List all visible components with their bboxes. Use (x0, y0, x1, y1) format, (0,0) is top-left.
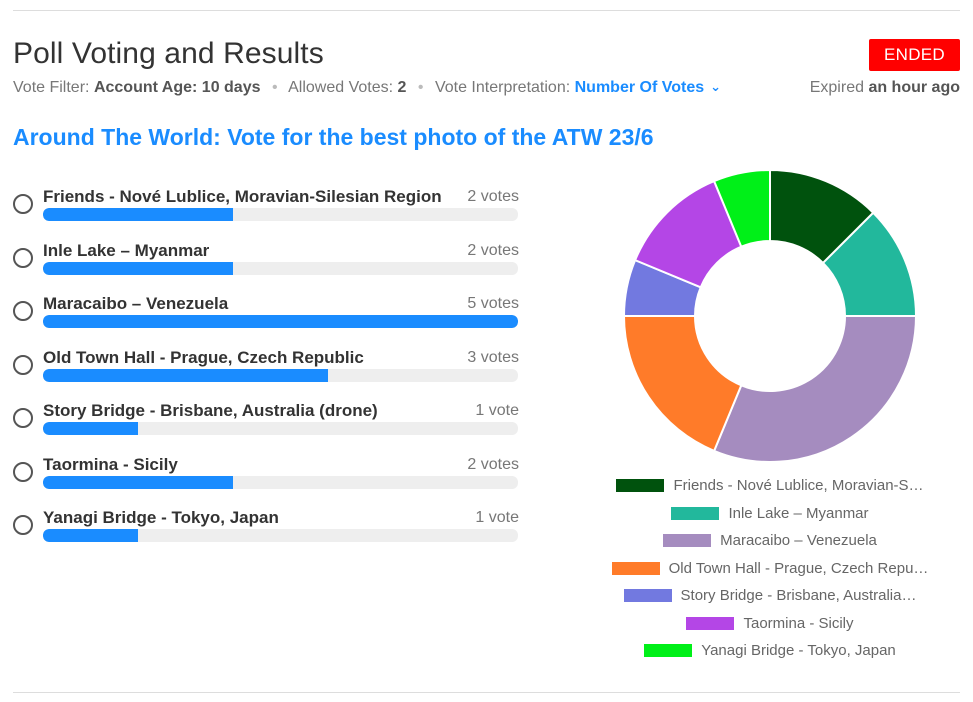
vote-bar-fill (43, 315, 518, 328)
expired-value: an hour ago (868, 79, 960, 96)
poll-option[interactable]: Inle Lake – Myanmar 2 votes (13, 238, 519, 292)
poll-option[interactable]: Taormina - Sicily 2 votes (13, 452, 519, 506)
option-vote-count: 5 votes (467, 295, 519, 312)
poll-options: Friends - Nové Lublice, Moravian-Silesia… (13, 184, 519, 559)
option-label: Friends - Nové Lublice, Moravian-Silesia… (43, 187, 442, 206)
allowed-votes-value: 2 (397, 79, 407, 96)
legend-swatch (616, 479, 665, 493)
bottom-divider (13, 692, 960, 693)
chevron-down-icon: ⌄ (710, 79, 722, 94)
legend-swatch (686, 616, 735, 630)
vote-bar-track (43, 368, 518, 382)
top-divider (13, 10, 960, 11)
poll-meta-bar: Vote Filter: Account Age: 10 days • Allo… (13, 79, 960, 99)
legend-item[interactable]: Old Town Hall - Prague, Czech Repu… (560, 555, 973, 583)
legend-item[interactable]: Friends - Nové Lublice, Moravian-S… (560, 472, 973, 500)
option-label: Old Town Hall - Prague, Czech Republic (43, 347, 364, 367)
vote-bar-track (43, 529, 518, 542)
expired-prefix: Expired (809, 79, 864, 96)
radio-icon[interactable] (13, 515, 33, 535)
page-title: Poll Voting and Results (13, 37, 324, 70)
results-donut-chart (622, 168, 918, 463)
meta-separator: • (271, 79, 278, 96)
option-vote-count: 2 votes (467, 455, 519, 473)
donut-slice[interactable] (712, 168, 771, 249)
radio-icon[interactable] (13, 247, 33, 268)
radio-icon[interactable] (13, 194, 33, 214)
legend-item[interactable]: Maracaibo – Venezuela (560, 527, 973, 555)
option-vote-count: 1 vote (475, 509, 519, 526)
legend-swatch (623, 589, 672, 603)
legend-swatch (671, 506, 720, 520)
legend-swatch (663, 534, 712, 548)
donut-slice[interactable] (622, 315, 743, 453)
poll-header: Poll Voting and Results ENDED (13, 36, 960, 72)
radio-icon[interactable] (13, 461, 33, 482)
legend-label: Story Bridge - Brisbane, Australia… (680, 587, 917, 605)
vote-bar-fill (43, 475, 233, 489)
vote-bar-track (43, 261, 518, 275)
legend-item[interactable]: Yanagi Bridge - Tokyo, Japan (560, 637, 973, 665)
poll-option[interactable]: Maracaibo – Venezuela 5 votes (13, 291, 519, 345)
expiry-info: Expired an hour ago (810, 79, 960, 97)
radio-icon[interactable] (13, 301, 33, 321)
legend-swatch (611, 561, 660, 575)
poll-option[interactable]: Old Town Hall - Prague, Czech Republic 3 … (13, 345, 519, 399)
option-label: Story Bridge - Brisbane, Australia (dron… (43, 401, 378, 420)
radio-icon[interactable] (13, 408, 33, 428)
vote-bar-track (43, 208, 518, 221)
option-label: Yanagi Bridge - Tokyo, Japan (43, 508, 279, 527)
legend-swatch (644, 644, 693, 658)
donut-slice[interactable] (712, 315, 918, 463)
chart-legend: Friends - Nové Lublice, Moravian-S… Inle … (560, 472, 973, 665)
status-badge: ENDED (869, 39, 960, 71)
vote-interpretation-dropdown[interactable]: Number Of Votes ⌄ (575, 79, 721, 96)
option-vote-count: 2 votes (467, 241, 519, 259)
option-vote-count: 2 votes (467, 188, 519, 205)
poll-option[interactable]: Story Bridge - Brisbane, Australia (dron… (13, 398, 519, 452)
legend-item[interactable]: Story Bridge - Brisbane, Australia… (560, 582, 973, 610)
vote-interpretation-label: Vote Interpretation: (434, 79, 571, 96)
vote-bar-track (43, 422, 518, 435)
radio-icon[interactable] (13, 354, 33, 375)
poll-option[interactable]: Yanagi Bridge - Tokyo, Japan 1 vote (13, 505, 519, 559)
option-label: Maracaibo – Venezuela (43, 294, 229, 313)
option-vote-count: 3 votes (467, 348, 519, 366)
vote-bar-track (43, 315, 518, 328)
legend-label: Friends - Nové Lublice, Moravian-S… (673, 477, 924, 495)
allowed-votes-label: Allowed Votes: (288, 79, 394, 96)
option-label: Taormina - Sicily (43, 454, 178, 474)
vote-bar-fill (43, 529, 138, 542)
vote-bar-track (43, 475, 518, 489)
legend-label: Inle Lake – Myanmar (728, 504, 869, 522)
legend-label: Yanagi Bridge - Tokyo, Japan (701, 642, 896, 660)
option-label: Inle Lake – Myanmar (43, 240, 210, 260)
poll-title: Around The World: Vote for the best phot… (13, 124, 654, 150)
vote-filter-value: Account Age: 10 days (93, 79, 261, 96)
poll-option[interactable]: Friends - Nové Lublice, Moravian-Silesia… (13, 184, 519, 238)
vote-bar-fill (43, 422, 138, 435)
legend-item[interactable]: Inle Lake – Myanmar (560, 500, 973, 528)
vote-bar-fill (43, 368, 328, 382)
vote-bar-fill (43, 261, 233, 275)
vote-bar-fill (43, 208, 233, 221)
vote-interpretation-value: Number Of Votes (574, 79, 705, 96)
meta-separator: • (417, 79, 424, 96)
option-vote-count: 1 vote (475, 402, 519, 419)
legend-item[interactable]: Taormina - Sicily (560, 610, 973, 638)
vote-filter-label: Vote Filter: (13, 79, 90, 96)
legend-label: Maracaibo – Venezuela (720, 532, 877, 550)
legend-label: Taormina - Sicily (743, 614, 854, 632)
legend-label: Old Town Hall - Prague, Czech Repu… (668, 559, 929, 577)
